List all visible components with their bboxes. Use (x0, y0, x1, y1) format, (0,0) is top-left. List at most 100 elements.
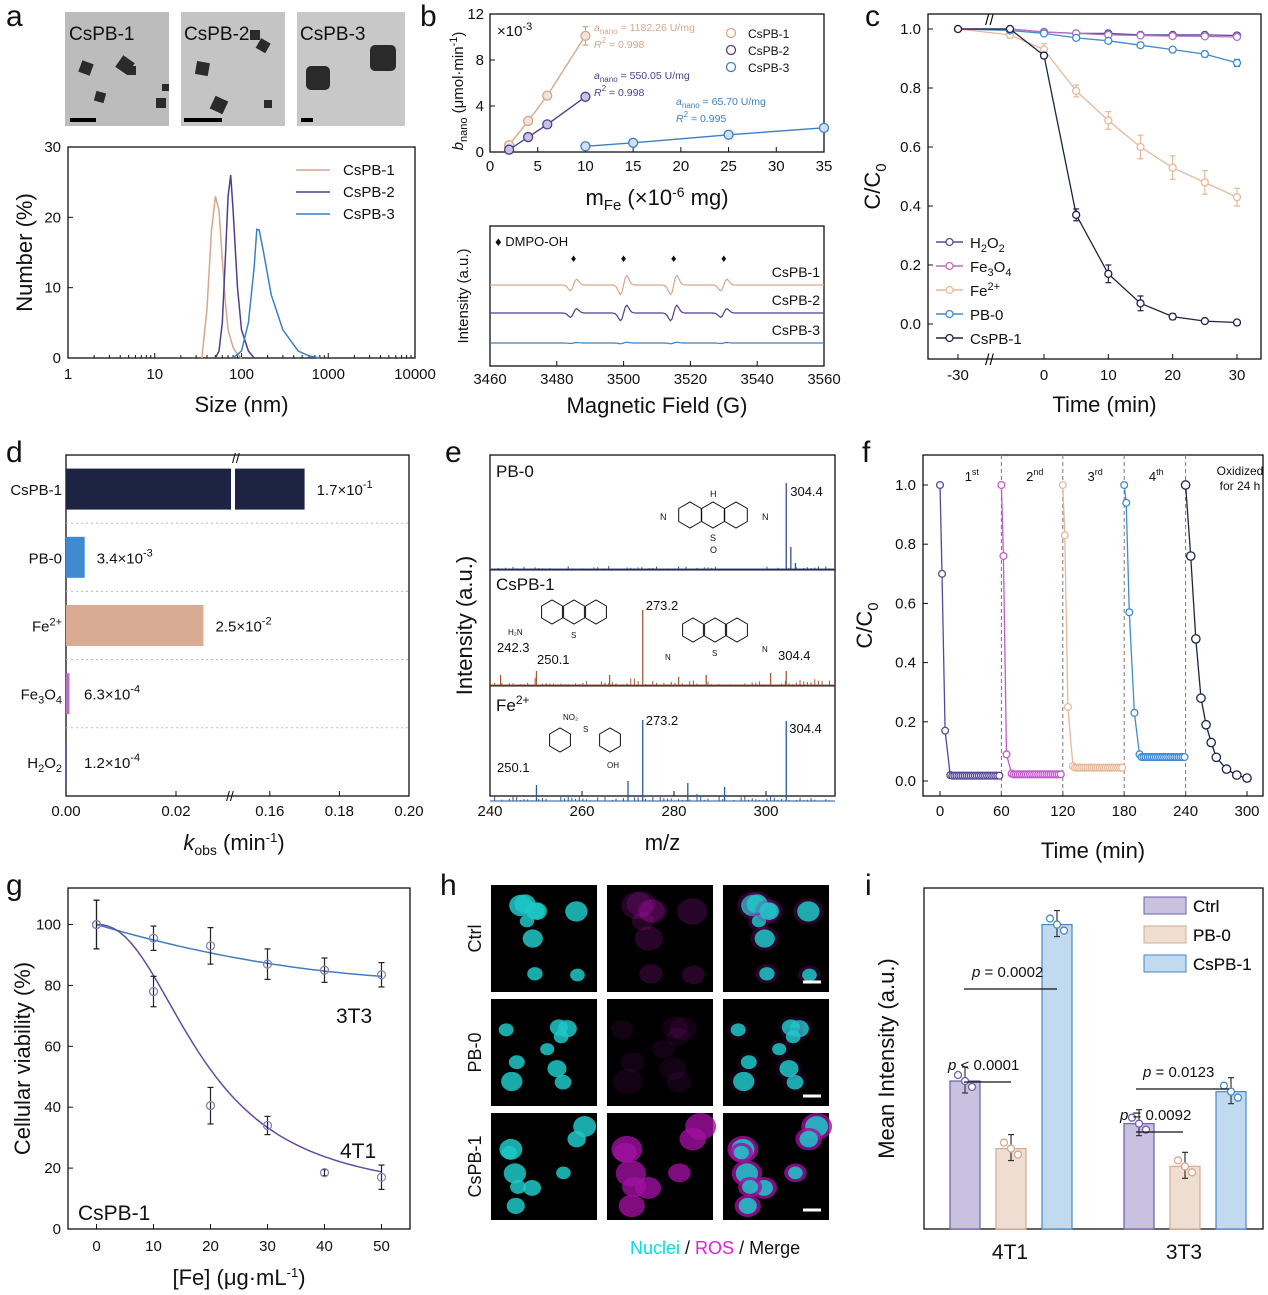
footer-ros: ROS (695, 1238, 734, 1258)
cat-sub2: 4 (56, 695, 62, 707)
nucleus (759, 967, 775, 981)
legend-label-CsPB-1: CsPB-1 (748, 27, 790, 41)
x-tick-label: 15 (625, 158, 642, 175)
cycle-label: 4th (1149, 467, 1164, 484)
y-axis-title: C/C0 (852, 602, 882, 648)
trace-label-CsPB-1: CsPB-1 (772, 264, 820, 280)
x-tick-label: 0.20 (394, 803, 423, 820)
nucleus (527, 967, 543, 981)
panel-label-d: d (6, 436, 23, 469)
y-tick-label: 0.0 (895, 773, 916, 790)
y-axis-title: Mean Intensity (a.u.) (874, 958, 899, 1159)
data-dot (1134, 1119, 1144, 1128)
slope-sym: a (594, 70, 600, 82)
y-tick-label: 1.0 (895, 477, 916, 494)
axis-break-top: // (232, 450, 240, 466)
nucleus (733, 1145, 750, 1160)
point-CsPB-1 (1072, 210, 1081, 220)
chart-mean-intensity: Mean Intensity (a.u.) 4T1 Ctrl PB-0 CsPB-1 3T… (874, 887, 1264, 1264)
peak-label: 250.1 (537, 652, 570, 667)
structure-ring (541, 599, 563, 625)
val: 2.5×10 (216, 619, 262, 636)
cycle-point (1201, 719, 1211, 730)
x-tick-label: 10 (577, 158, 594, 175)
yl-sub: 0 (865, 602, 882, 610)
x-tick-label: 0.00 (51, 803, 80, 820)
nucleus (738, 1197, 757, 1215)
nucleus (772, 1043, 787, 1056)
fit-curve-4T1 (96, 923, 382, 1173)
point-CsPB-2 (542, 119, 553, 130)
nucleus (733, 1071, 755, 1092)
lbl: CsPB-1 (970, 331, 1022, 348)
mid: O (994, 259, 1006, 276)
point-CsPB-1 (1232, 318, 1242, 327)
p-value-label: p = 0.0092 (1119, 1107, 1191, 1124)
cycle-label: 1st (965, 467, 980, 484)
point-Fe3O4 (1200, 32, 1209, 41)
y-axis-title: Cellular viability (%) (10, 962, 35, 1155)
point-4T1 (91, 919, 102, 930)
legend-marker-Fe3O4 (945, 261, 954, 271)
struct-atom: H (710, 489, 717, 499)
axes-frame (489, 13, 825, 153)
r-val: = 0.998 (606, 39, 644, 51)
x-tick-label: 10 (145, 1238, 162, 1255)
p: p (1119, 1107, 1128, 1124)
sup: 2+ (988, 281, 1001, 293)
spectrum-name-cspb1: CsPB-1 (496, 575, 555, 594)
x-tick-label: 20 (673, 158, 690, 175)
point-CsPB-1 (1136, 299, 1145, 308)
val: 3.4×10 (97, 550, 143, 567)
slope-sym: a (676, 96, 682, 108)
cycle-point (1063, 702, 1072, 712)
legend-label-CsPB-2: CsPB-2 (748, 44, 790, 58)
ros-cell (665, 1027, 689, 1047)
structure-ring (701, 501, 725, 529)
data-dot (967, 1082, 977, 1092)
axes-frame (927, 13, 1262, 360)
x-tick-label: 30 (1229, 367, 1246, 384)
val: 1.7×10 (317, 482, 363, 499)
cat-main: CsPB-1 (10, 482, 62, 499)
bar-CsPB-1-right (235, 468, 305, 510)
x-tick-label: 10 (146, 366, 163, 383)
point-CsPB-1 (542, 90, 553, 101)
point-CsPB-2 (580, 91, 591, 102)
point-CsPB-1 (1104, 269, 1113, 279)
legend-marker-Fe2+ (945, 285, 954, 295)
x-tick-label: 100 (229, 366, 254, 383)
x-axis-title: mFe (×10-6 mg) (585, 184, 728, 214)
nucleus (519, 914, 535, 928)
x-axis-title: [Fe] (μg·mL-1) (172, 1265, 305, 1290)
cycle-line (1062, 484, 1123, 769)
value-label-Fe3O4: 6.3×10-4 (84, 684, 140, 704)
series-label-3t3: 3T3 (336, 1005, 372, 1028)
x-tick-label: 25 (720, 158, 737, 175)
struct-atom: H₂N (508, 628, 523, 637)
r-sym: R (594, 87, 602, 99)
note-line2: for 24 h (1220, 479, 1261, 493)
peak-label: 250.1 (497, 760, 530, 775)
cat-main: Fe (32, 619, 50, 636)
nucleus (547, 1060, 567, 1078)
ros-cell (626, 891, 656, 917)
n: 2 (1026, 469, 1033, 484)
x-tick-label: 3480 (540, 371, 573, 388)
nucleus (742, 1180, 759, 1194)
y-tick-label: 0 (53, 350, 61, 367)
point-CsPB-1 (1168, 312, 1177, 321)
y-tick-label: 40 (44, 1099, 61, 1116)
data-dot (999, 1138, 1009, 1147)
slope-val: = 65.70 U/mg (700, 96, 766, 108)
axes-frame (489, 454, 836, 797)
x-axis-title: Size (nm) (194, 392, 288, 417)
bar-Ctrl-3T3 (1123, 1123, 1155, 1230)
data-dot (1219, 1081, 1229, 1090)
cycle-label: 2nd (1026, 467, 1043, 484)
series-line-CsPB-2 (214, 175, 255, 359)
y-tick-label: 0.2 (900, 257, 921, 274)
panel-label-g: g (6, 869, 23, 902)
cycle-point (1002, 750, 1011, 759)
